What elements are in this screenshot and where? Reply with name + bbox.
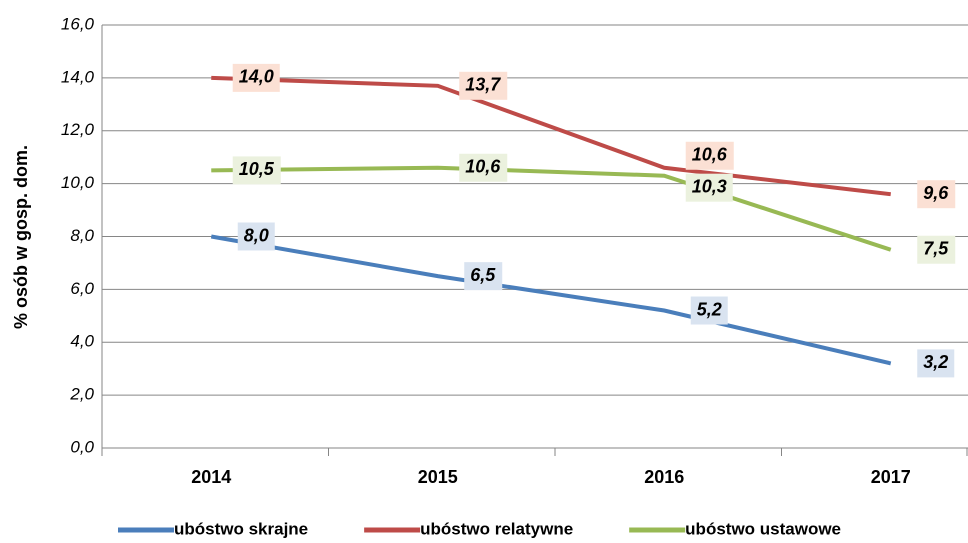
value-label-text: 7,5 [923,238,949,258]
y-tick-label: 14,0 [61,67,95,86]
value-label-text: 5,2 [697,299,722,319]
y-tick-label: 6,0 [70,279,94,298]
value-label-text: 9,6 [923,183,949,203]
value-label-text: 10,5 [239,159,275,179]
value-label-text: 3,2 [923,352,948,372]
x-tick-label: 2015 [418,467,458,487]
value-label-box [232,156,281,185]
value-label-text: 10,6 [465,157,501,177]
legend-label: ubóstwo relatywne [420,519,573,538]
value-label-box [917,235,956,264]
y-tick-label: 10,0 [61,173,95,192]
value-label: 14,0 [232,63,280,92]
value-label: 10,5 [232,156,281,185]
y-tick-label: 4,0 [70,332,94,351]
value-label-text: 10,6 [692,145,728,165]
y-tick-label: 16,0 [61,14,95,33]
x-tick-label: 2016 [644,467,684,487]
y-tick-label: 2,0 [69,385,94,404]
value-label: 5,2 [690,296,728,325]
value-label-text: 13,7 [465,75,501,95]
value-label-box [917,349,955,378]
value-label-box [459,153,508,182]
value-label-text: 8,0 [244,225,269,245]
series-line [211,165,892,252]
series-line [210,234,892,366]
value-label: 10,6 [685,141,734,170]
value-label-box [464,262,503,291]
legend-label: ubóstwo skrajne [174,519,308,538]
value-label: 13,7 [459,71,508,100]
value-label: 10,3 [685,173,733,202]
value-label-box [685,173,733,202]
value-label: 7,5 [917,235,956,264]
y-tick-label: 0,0 [70,437,94,456]
value-label-text: 14,0 [239,67,274,87]
value-label: 10,6 [459,153,508,182]
value-label-box [459,71,508,100]
x-tick-label: 2017 [871,467,911,487]
series-line [211,75,891,197]
value-label-box [690,296,728,325]
y-tick-label: 12,0 [61,120,95,139]
value-label-box [917,180,956,209]
value-label: 3,2 [917,349,955,378]
value-label-text: 6,5 [470,265,496,285]
value-label: 8,0 [237,222,275,251]
value-label-text: 10,3 [692,176,727,196]
value-label: 9,6 [917,180,956,209]
value-label-box [685,141,734,170]
x-tick-label: 2014 [191,467,231,487]
value-label-box [232,63,280,92]
value-label: 6,5 [464,262,503,291]
y-axis-label: % osób w gosp. dom. [11,145,31,329]
y-tick-label: 8,0 [70,226,94,245]
value-label-box [237,222,275,251]
legend-label: ubóstwo ustawowe [685,519,841,538]
